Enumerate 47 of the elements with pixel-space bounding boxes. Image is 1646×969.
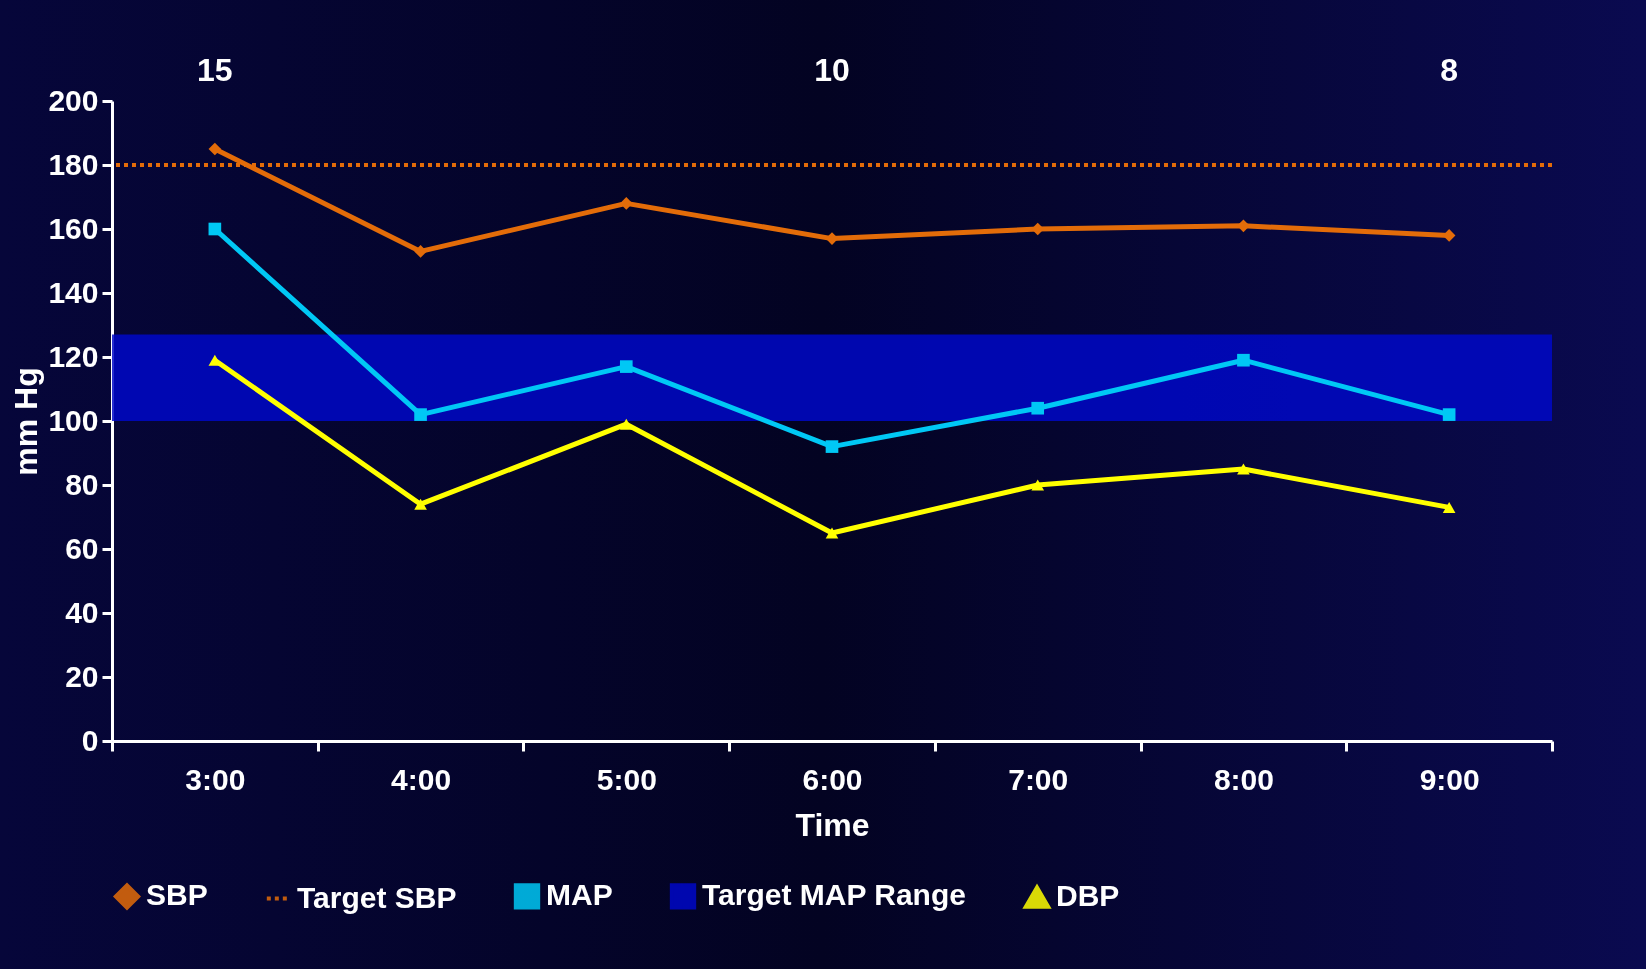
text: 8 bbox=[1440, 52, 1459, 88]
y-tick-label: 40 bbox=[65, 595, 99, 629]
y-tick-label: 100 bbox=[48, 403, 99, 437]
legend-label: MAP bbox=[546, 878, 613, 912]
text: 10 bbox=[814, 52, 850, 88]
point bbox=[414, 245, 427, 258]
point bbox=[825, 527, 839, 539]
y-tick-label: 120 bbox=[48, 339, 99, 373]
x-axis-title: Time bbox=[795, 806, 870, 843]
x-tick-label: 8:00 bbox=[1213, 762, 1274, 796]
text: 15 bbox=[197, 52, 233, 88]
legend-label: Target MAP Range bbox=[702, 878, 966, 912]
y-tick-label: 200 bbox=[48, 83, 99, 117]
legend-label: DBP bbox=[1056, 879, 1120, 913]
point bbox=[1031, 479, 1045, 491]
point bbox=[825, 440, 839, 453]
x-tick-label: 6:00 bbox=[802, 762, 863, 796]
x-tick-label: 9:00 bbox=[1419, 762, 1480, 796]
legend-label: Target SBP bbox=[297, 880, 457, 914]
point bbox=[1442, 229, 1456, 242]
point bbox=[1237, 353, 1250, 367]
x-tick-label: 4:00 bbox=[391, 762, 452, 796]
point bbox=[1442, 408, 1456, 421]
point bbox=[1031, 401, 1045, 415]
point bbox=[619, 418, 633, 430]
y-tick-label: 140 bbox=[48, 275, 99, 309]
point bbox=[414, 408, 427, 421]
y-axis-title: mm Hg bbox=[8, 367, 45, 476]
y-tick-label: 160 bbox=[48, 211, 99, 245]
point bbox=[414, 498, 427, 510]
point bbox=[1442, 501, 1456, 513]
y-tick-label: 0 bbox=[81, 723, 99, 757]
y-tick-label: 80 bbox=[65, 467, 99, 501]
y-tick-label: 60 bbox=[65, 531, 99, 565]
x-tick-label: 3:00 bbox=[185, 762, 246, 796]
y-tick-label: 20 bbox=[65, 659, 99, 693]
x-tick-label: 7:00 bbox=[1008, 762, 1069, 796]
legend-label: SBP bbox=[146, 878, 208, 912]
point bbox=[1237, 463, 1250, 475]
point bbox=[208, 142, 222, 156]
point bbox=[825, 232, 839, 245]
x-tick-label: 5:00 bbox=[596, 762, 657, 796]
y-tick-label: 180 bbox=[48, 147, 99, 181]
point bbox=[1237, 219, 1250, 233]
point bbox=[208, 222, 222, 236]
point bbox=[619, 360, 633, 373]
point bbox=[619, 197, 633, 210]
